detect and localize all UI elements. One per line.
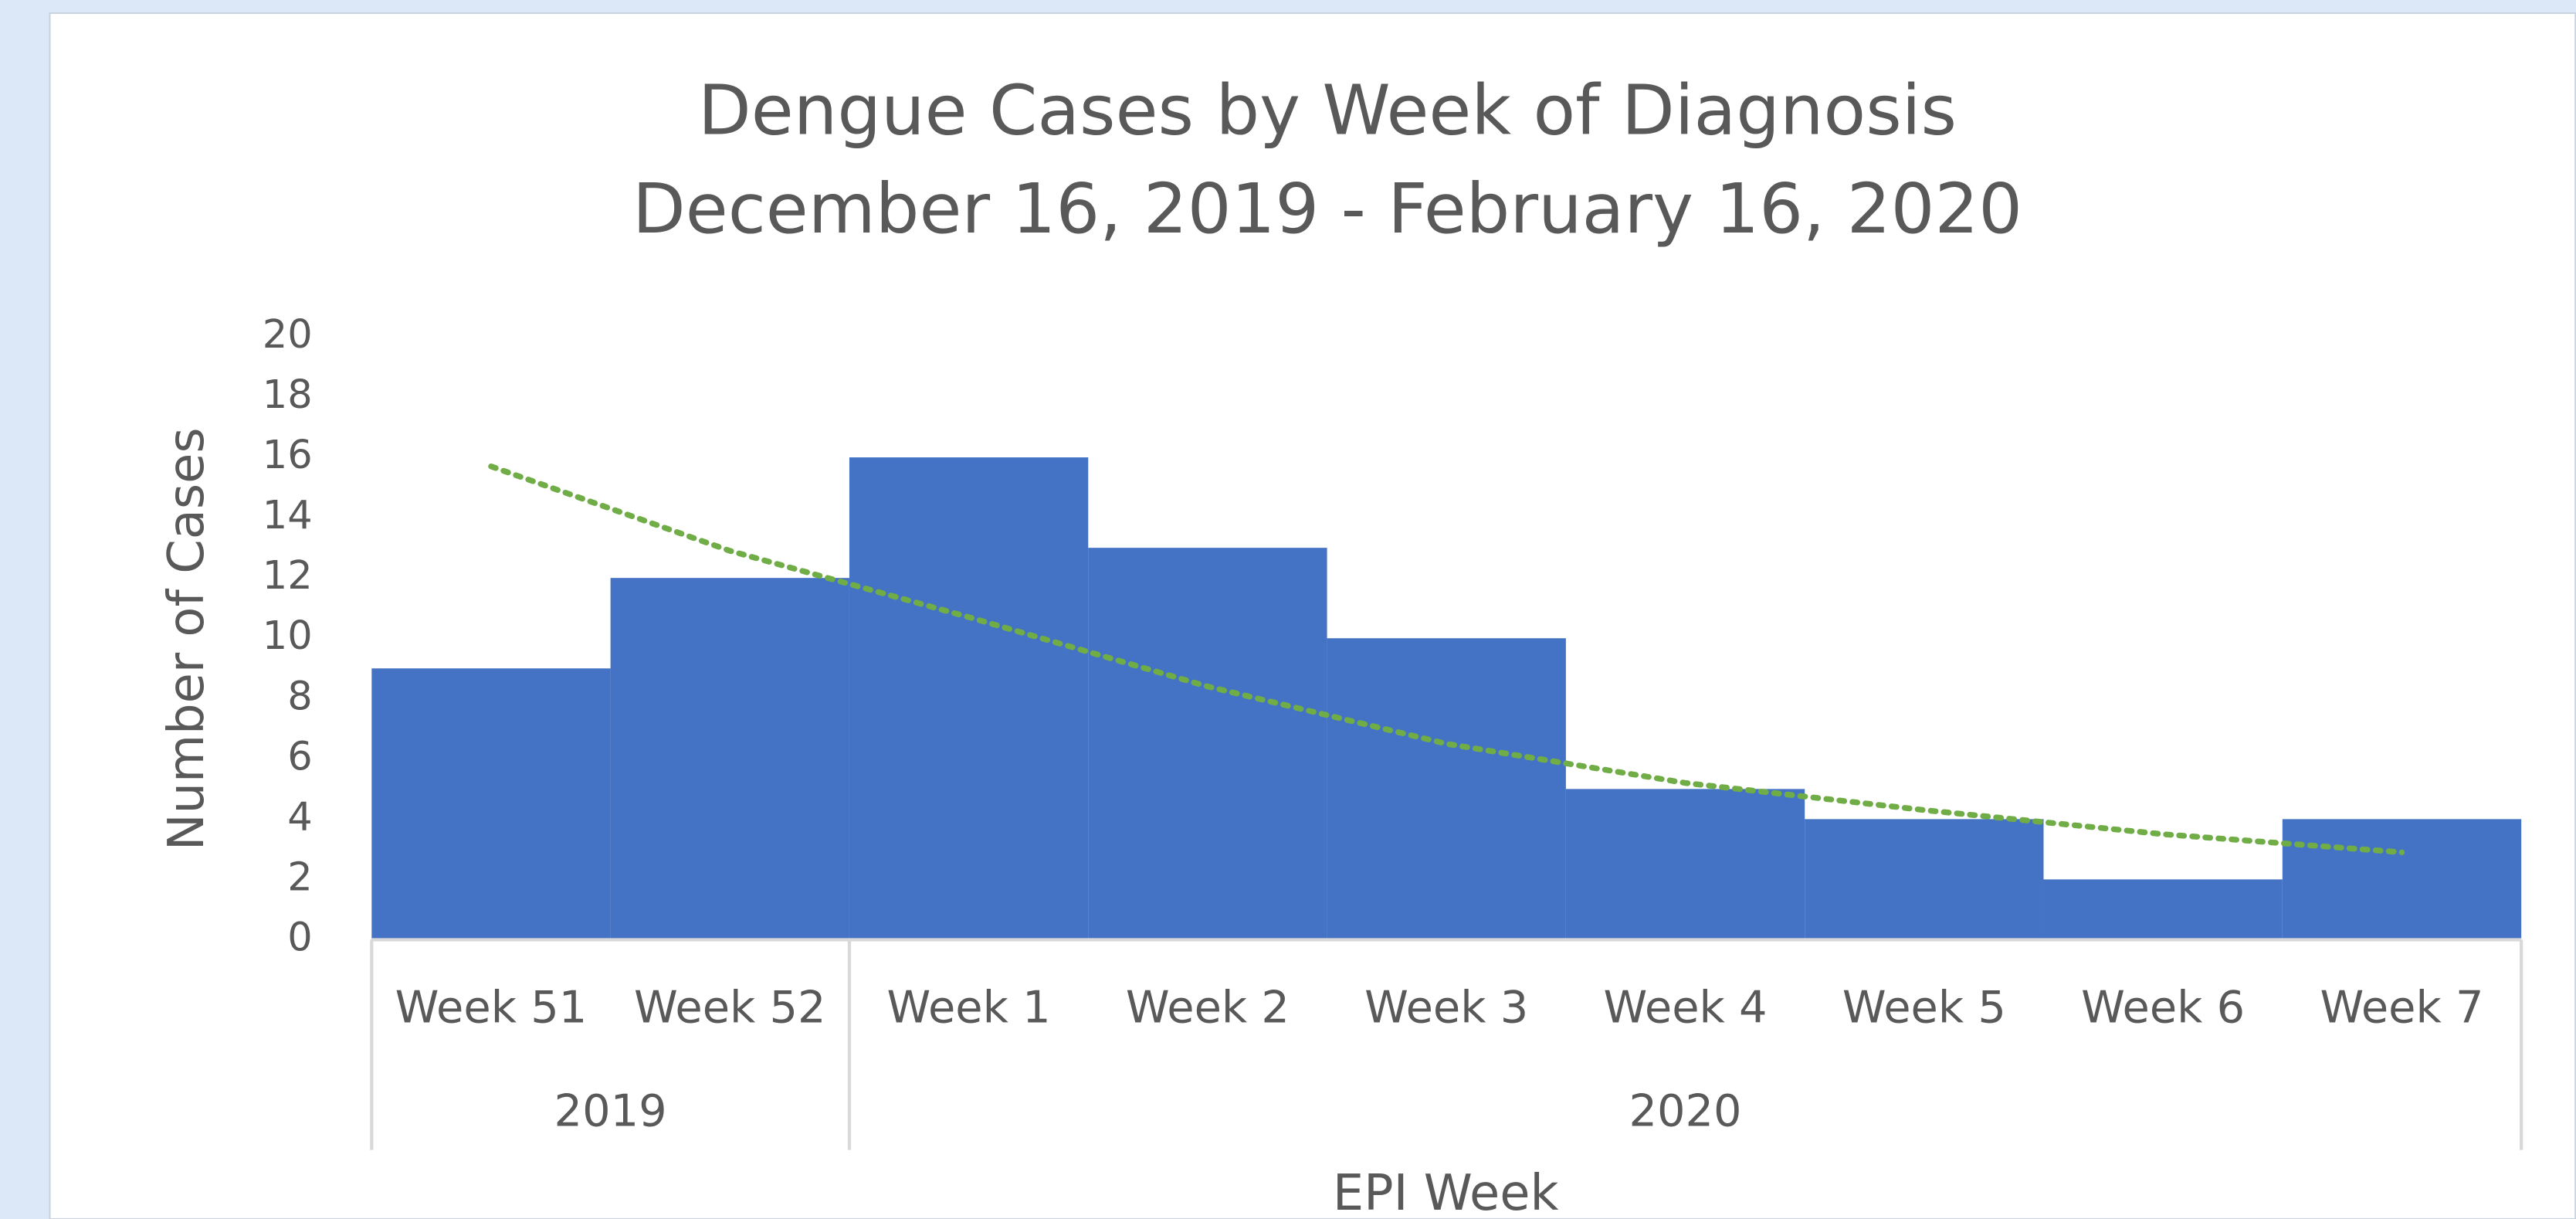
x-tick-label: Week 1: [887, 982, 1051, 1034]
bar: [849, 457, 1089, 940]
y-tick-label: 12: [263, 553, 313, 599]
x-tick-label: Week 51: [395, 982, 588, 1034]
y-axis-title: Number of Cases: [158, 427, 215, 851]
trendline: [488, 463, 2405, 856]
x-tick-label: Week 7: [2320, 982, 2483, 1034]
bar: [1805, 819, 2044, 940]
y-tick-label: 14: [263, 493, 313, 538]
y-tick-label: 4: [287, 794, 312, 840]
chart-subtitle: December 16, 2019 - February 16, 2020: [632, 169, 2022, 250]
chart-title: Dengue Cases by Week of Diagnosis: [698, 70, 1957, 151]
x-tick-label: Week 6: [2081, 982, 2245, 1034]
x-tick-label: Week 52: [634, 982, 826, 1034]
y-tick-label: 6: [287, 734, 312, 779]
y-tick-label: 8: [287, 674, 312, 719]
bar: [1088, 548, 1327, 940]
group-label: 2019: [554, 1085, 667, 1137]
x-axis-title: EPI Week: [1333, 1165, 1559, 1219]
bar: [2043, 879, 2283, 940]
y-tick-label: 16: [263, 433, 313, 478]
group-label: 2020: [1629, 1085, 1741, 1137]
x-tick-label: Week 4: [1604, 982, 1768, 1034]
bar: [1327, 638, 1566, 940]
x-tick-label: Week 3: [1364, 982, 1528, 1034]
y-tick-label: 2: [287, 854, 312, 900]
x-tick-label: Week 2: [1126, 982, 1290, 1034]
bar: [610, 578, 849, 940]
bar: [2282, 819, 2522, 940]
y-tick-label: 0: [287, 915, 312, 960]
y-tick-label: 20: [263, 312, 313, 358]
bar: [1565, 789, 1805, 940]
y-tick-label: 10: [263, 613, 313, 659]
y-tick-label: 18: [263, 372, 313, 418]
bar: [371, 668, 611, 940]
x-tick-label: Week 5: [1842, 982, 2006, 1034]
